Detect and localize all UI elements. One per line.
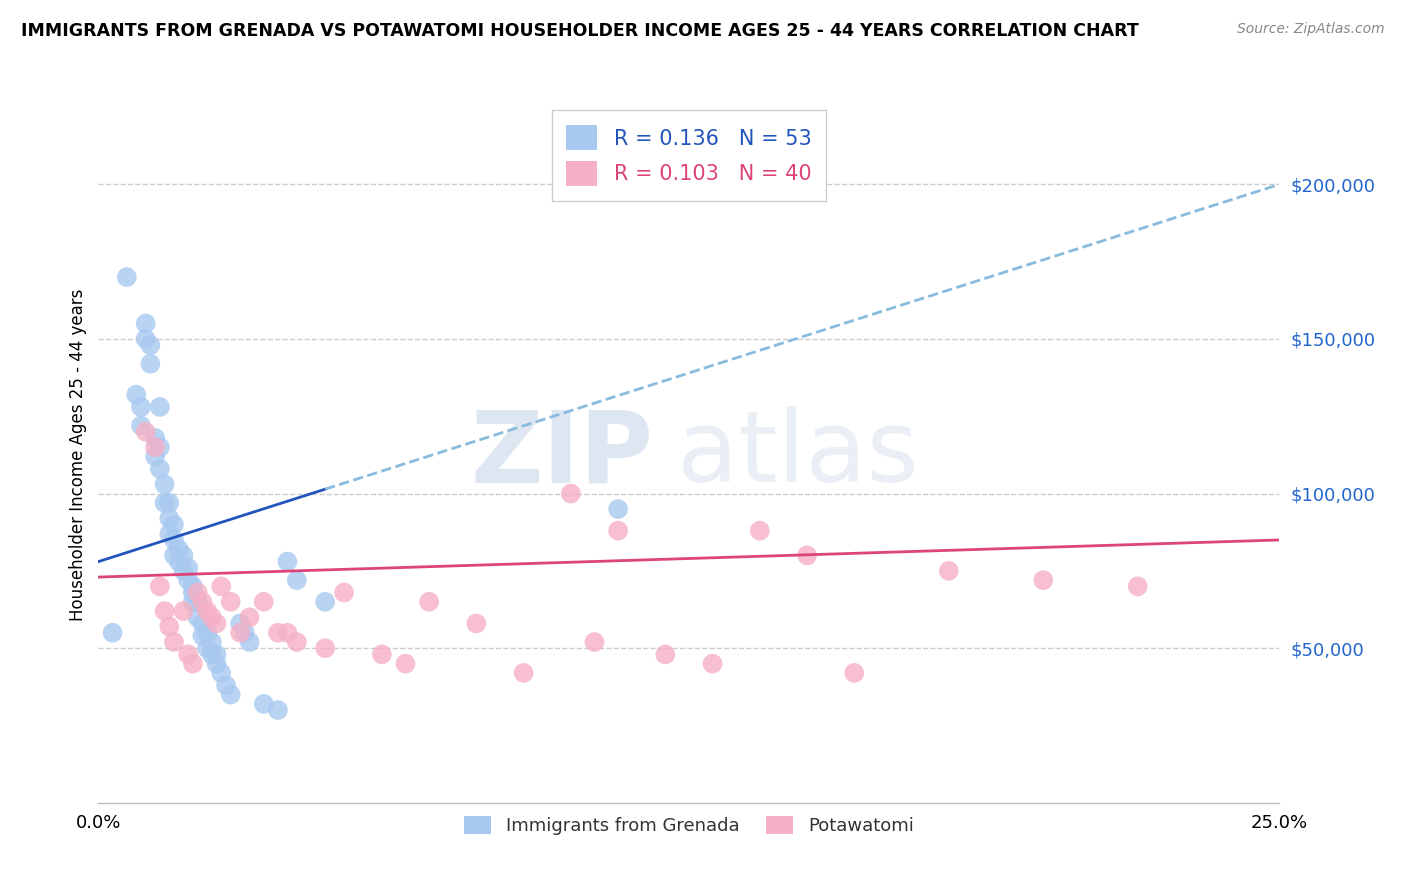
Point: [143, 431, 166, 445]
Point: [560, 486, 582, 500]
Point: [201, 648, 224, 662]
Point: [796, 549, 818, 563]
Point: [149, 440, 172, 454]
Point: [201, 635, 224, 649]
Point: [181, 595, 204, 609]
Point: [314, 595, 336, 609]
Point: [139, 357, 162, 371]
Point: [157, 511, 180, 525]
Point: [314, 641, 336, 656]
Point: [149, 462, 172, 476]
Point: [209, 579, 232, 593]
Text: atlas: atlas: [678, 407, 918, 503]
Point: [465, 616, 488, 631]
Point: [418, 595, 440, 609]
Point: [512, 665, 534, 680]
Point: [157, 619, 180, 633]
Point: [135, 332, 157, 346]
Point: [135, 317, 157, 331]
Point: [229, 625, 252, 640]
Point: [215, 678, 238, 692]
Point: [172, 564, 194, 578]
Point: [607, 502, 630, 516]
Legend: Immigrants from Grenada, Potawatomi: Immigrants from Grenada, Potawatomi: [457, 809, 921, 842]
Point: [191, 629, 214, 643]
Point: [702, 657, 724, 671]
Point: [276, 555, 298, 569]
Point: [143, 440, 166, 454]
Text: IMMIGRANTS FROM GRENADA VS POTAWATOMI HOUSEHOLDER INCOME AGES 25 - 44 YEARS CORR: IMMIGRANTS FROM GRENADA VS POTAWATOMI HO…: [21, 22, 1139, 40]
Point: [101, 625, 124, 640]
Point: [205, 616, 228, 631]
Point: [239, 610, 262, 624]
Point: [285, 635, 308, 649]
Point: [149, 400, 172, 414]
Point: [181, 579, 204, 593]
Point: [201, 610, 224, 624]
Point: [195, 604, 218, 618]
Point: [129, 400, 152, 414]
Point: [195, 625, 218, 640]
Point: [139, 338, 162, 352]
Point: [267, 625, 290, 640]
Text: Source: ZipAtlas.com: Source: ZipAtlas.com: [1237, 22, 1385, 37]
Point: [153, 496, 176, 510]
Point: [607, 524, 630, 538]
Point: [748, 524, 770, 538]
Point: [163, 533, 186, 547]
Point: [125, 387, 148, 401]
Point: [205, 648, 228, 662]
Point: [181, 657, 204, 671]
Point: [219, 688, 242, 702]
Point: [149, 579, 172, 593]
Point: [654, 648, 676, 662]
Point: [143, 450, 166, 464]
Point: [163, 549, 186, 563]
Point: [1126, 579, 1149, 593]
Point: [219, 595, 242, 609]
Point: [267, 703, 290, 717]
Point: [333, 585, 356, 599]
Point: [172, 604, 194, 618]
Y-axis label: Householder Income Ages 25 - 44 years: Householder Income Ages 25 - 44 years: [69, 289, 87, 621]
Point: [187, 585, 209, 599]
Point: [285, 573, 308, 587]
Point: [181, 585, 204, 599]
Point: [394, 657, 416, 671]
Point: [229, 616, 252, 631]
Point: [177, 561, 200, 575]
Point: [153, 477, 176, 491]
Point: [177, 573, 200, 587]
Point: [163, 635, 186, 649]
Point: [276, 625, 298, 640]
Point: [583, 635, 606, 649]
Point: [187, 610, 209, 624]
Point: [233, 625, 256, 640]
Point: [205, 657, 228, 671]
Point: [239, 635, 262, 649]
Point: [253, 595, 276, 609]
Point: [167, 542, 190, 557]
Point: [938, 564, 960, 578]
Point: [172, 549, 194, 563]
Point: [157, 526, 180, 541]
Point: [167, 555, 190, 569]
Point: [153, 604, 176, 618]
Point: [1032, 573, 1054, 587]
Point: [191, 595, 214, 609]
Point: [195, 641, 218, 656]
Point: [163, 517, 186, 532]
Point: [129, 418, 152, 433]
Point: [191, 616, 214, 631]
Point: [844, 665, 866, 680]
Point: [187, 595, 209, 609]
Point: [135, 425, 157, 439]
Point: [115, 270, 138, 285]
Point: [177, 648, 200, 662]
Point: [157, 496, 180, 510]
Text: ZIP: ZIP: [471, 407, 654, 503]
Point: [209, 665, 232, 680]
Point: [371, 648, 394, 662]
Point: [253, 697, 276, 711]
